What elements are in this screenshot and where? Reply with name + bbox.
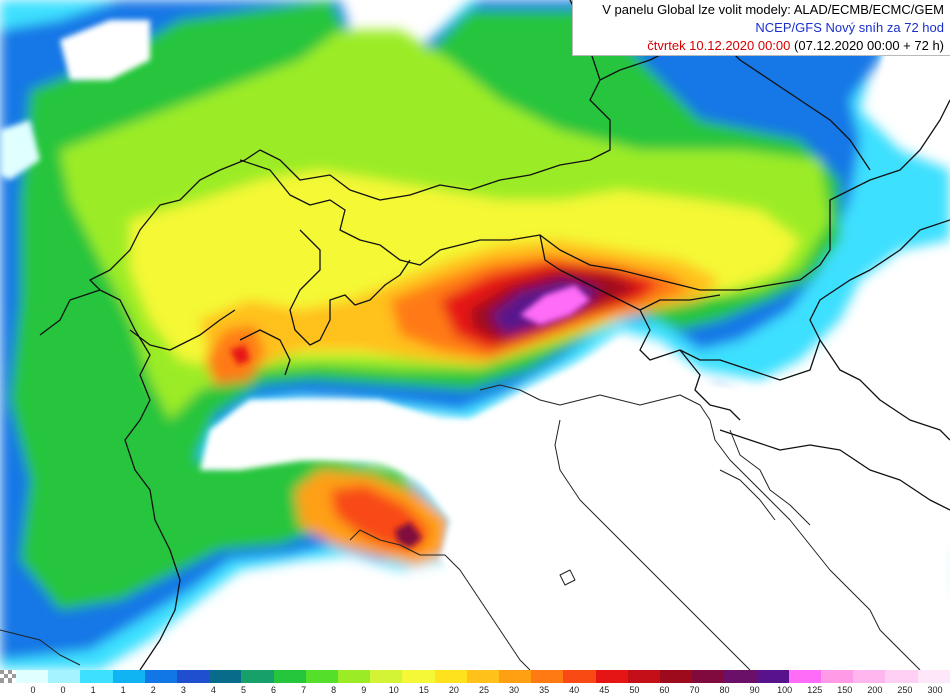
legend-swatch (273, 670, 306, 683)
snowfall-field (0, 0, 950, 670)
forecast-time: čtvrtek 10.12.2020 00:00 (07.12.2020 00:… (573, 37, 944, 55)
legend-swatch (241, 670, 274, 683)
legend-swatch (16, 670, 49, 683)
legend-swatch (177, 670, 210, 683)
model-selection-note: V panelu Global lze volit modely: ALAD/E… (602, 2, 944, 17)
legend-swatch (144, 670, 178, 683)
legend-swatch (531, 670, 564, 683)
legend-tick-label: 2 (150, 685, 156, 695)
legend-tick-label: 0 (30, 685, 36, 695)
legend-swatch (917, 670, 950, 683)
legend-tick-label: 7 (301, 685, 307, 695)
legend-tick-label: 100 (777, 685, 793, 695)
legend-tick-label: 150 (837, 685, 853, 695)
legend-swatch (209, 670, 242, 683)
legend-tick-label: 10 (388, 685, 399, 695)
forecast-info-box: V panelu Global lze volit modely: ALAD/E… (572, 0, 950, 56)
legend-swatch (338, 670, 371, 683)
legend-swatch (370, 670, 403, 683)
legend-tick-label: 250 (897, 685, 913, 695)
legend-swatch (466, 670, 500, 683)
legend-tick-label: 50 (629, 685, 640, 695)
legend-swatch (434, 670, 467, 683)
legend-tick-label: 5 (240, 685, 246, 695)
legend-tick-label: 8 (331, 685, 337, 695)
legend-tick-label: 25 (478, 685, 490, 695)
legend-swatch (756, 670, 789, 683)
legend-tick-label: 70 (689, 685, 700, 695)
legend-tick-label: 90 (749, 685, 760, 695)
legend-tick-label: 1 (120, 685, 126, 695)
legend-tick-label: 60 (659, 685, 670, 695)
legend-swatch (402, 670, 435, 683)
legend-swatch (563, 670, 596, 683)
legend-swatch (885, 670, 918, 683)
legend-swatch (80, 670, 113, 683)
legend-color-bar (16, 670, 950, 683)
no-data-swatch (0, 670, 16, 683)
legend-swatch (660, 670, 693, 683)
legend-tick-label: 0 (60, 685, 66, 695)
coastlines (0, 384, 921, 670)
legend-tick-label: 9 (361, 685, 367, 695)
legend-swatch (595, 670, 628, 683)
legend-tick-label: 35 (539, 685, 550, 695)
snow-forecast-map: V panelu Global lze volit modely: ALAD/E… (0, 0, 950, 670)
legend-swatch (853, 670, 886, 683)
legend-swatch (305, 670, 339, 683)
legend-labels: 0 0 1 1 2 3 4 5 6 7 8 9 10 15 20 25 30 35 40 45 50 60 70 80 90 10… (0, 685, 950, 697)
legend-tick-label: 30 (509, 685, 520, 695)
legend-swatch (692, 670, 725, 683)
snow-contours (0, 0, 950, 670)
legend-swatch (788, 670, 822, 683)
legend-swatch (627, 670, 661, 683)
legend-swatch (499, 670, 532, 683)
legend-swatch (112, 670, 145, 683)
legend-tick-label: 45 (599, 685, 610, 695)
legend-tick-label: 6 (271, 685, 277, 695)
legend-swatch (48, 670, 81, 683)
valid-date: čtvrtek 10.12.2020 00:00 (647, 38, 791, 53)
country-borders (39, 0, 950, 670)
legend-tick-label: 1 (90, 685, 96, 695)
legend-tick-label: 80 (719, 685, 730, 695)
legend-tick-label: 4 (210, 685, 216, 695)
color-legend: 0 0 1 1 2 3 4 5 6 7 8 9 10 15 20 25 30 35 40 45 50 60 70 80 90 10… (0, 670, 950, 699)
legend-swatch (821, 670, 854, 683)
legend-swatch (724, 670, 757, 683)
legend-tick-label: 20 (448, 685, 459, 695)
legend-tick-label: 15 (418, 685, 429, 695)
forecast-range: (07.12.2020 00:00 + 72 h) (794, 38, 944, 53)
legend-tick-label: 3 (180, 685, 186, 695)
product-title: NCEP/GFS Nový sníh za 72 hod (755, 20, 944, 35)
legend-tick-label: 125 (807, 685, 823, 695)
legend-tick-label: 300 (927, 685, 943, 695)
legend-tick-label: 200 (867, 685, 883, 695)
legend-tick-label: 40 (569, 685, 580, 695)
